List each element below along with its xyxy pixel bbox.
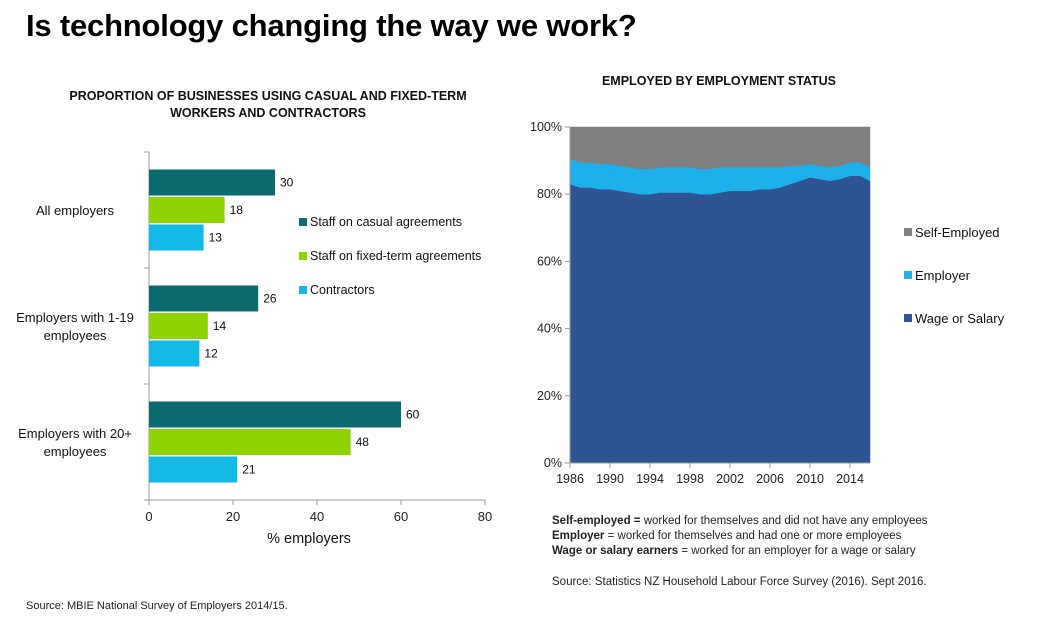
bar-value-label: 60 [406,408,420,422]
bar-value-label: 12 [204,347,218,361]
right-chart-title: EMPLOYED BY EMPLOYMENT STATUS [602,74,836,88]
definition-self-employed: Self-employed = worked for themselves an… [552,515,928,527]
bar-value-label: 30 [280,176,294,190]
left-source-note: Source: MBIE National Survey of Employer… [26,600,288,612]
bar [149,197,225,223]
x-tick-label: 2014 [836,472,864,486]
area-self-employed [569,126,871,170]
legend-swatch [904,271,912,279]
bar [149,169,275,196]
x-tick-label: 40 [310,509,324,524]
bar-value-label: 14 [213,319,227,333]
category-label: Employers with 1-19 [16,310,134,325]
legend-swatch [299,218,307,226]
page-title: Is technology changing the way we work? [26,8,637,43]
bar-value-label: 18 [230,203,244,217]
x-tick-label: 0 [145,509,152,524]
x-tick-label: 1998 [676,472,704,486]
right-area-chart: EMPLOYED BY EMPLOYMENT STATUS 0% 20% 40% 60%… [530,74,1005,486]
x-tick-label: 80 [478,509,492,524]
bar [149,224,204,251]
legend-label: Wage or Salary [915,311,1005,326]
legend-label: Self-Employed [915,225,1000,240]
bar [149,429,351,455]
legend-label: Staff on casual agreements [310,215,462,229]
legend-label: Employer [915,268,971,283]
bar-value-label: 26 [263,292,277,306]
legend-swatch [299,286,307,294]
definitions: Self-employed = worked for themselves an… [552,514,928,559]
bar [149,456,238,483]
right-source-note: Source: Statistics NZ Household Labour F… [552,576,927,588]
x-tick-label: 2006 [756,472,784,486]
x-axis-label: % employers [267,531,351,547]
legend-label: Staff on fixed-term agreements [310,249,481,263]
left-bar-chart: PROPORTION OF BUSINESSES USING CASUAL AN… [16,89,492,547]
definition-wage-salary: Wage or salary earners = worked for an e… [552,545,916,557]
bar [149,401,401,428]
bar [149,285,259,312]
category-label: Employers with 20+ [18,426,132,441]
y-tick-label: 60% [537,254,562,268]
x-tick-label: 2002 [716,472,744,486]
y-tick-label: 100% [530,120,562,134]
legend-swatch [904,228,912,236]
area-wage-or-salary [569,175,871,464]
definition-employer: Employer = worked for themselves and had… [552,530,902,542]
x-tick-label: 1994 [636,472,664,486]
category-label: employees [44,328,107,343]
bar [149,340,200,367]
bar-value-label: 13 [209,231,223,245]
y-tick-label: 40% [537,322,562,336]
left-chart-title-line: WORKERS AND CONTRACTORS [170,106,366,120]
legend-swatch [904,314,912,322]
category-label: All employers [36,203,115,218]
legend-swatch [299,252,307,260]
x-tick-label: 1990 [596,472,624,486]
x-tick-label: 1986 [556,472,584,486]
left-chart-title-line: PROPORTION OF BUSINESSES USING CASUAL AN… [69,89,466,103]
y-tick-label: 80% [537,187,562,201]
category-label: employees [44,444,107,459]
x-tick-label: 20 [226,509,240,524]
y-tick-label: 0% [544,456,562,470]
x-tick-label: 2010 [796,472,824,486]
bar-value-label: 21 [242,463,256,477]
legend-label: Contractors [310,283,375,297]
y-tick-label: 20% [537,389,562,403]
x-tick-label: 60 [394,509,408,524]
bar-value-label: 48 [356,435,370,449]
bar [149,313,208,339]
